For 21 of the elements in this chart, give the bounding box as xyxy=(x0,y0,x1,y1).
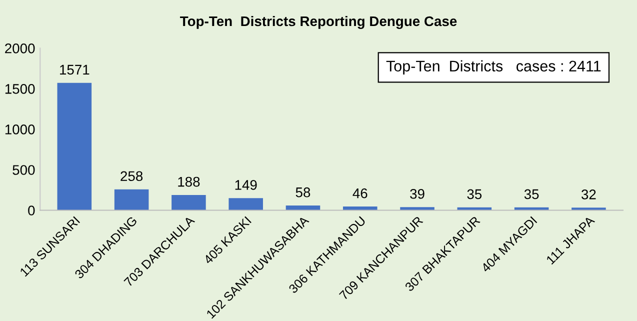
bar xyxy=(228,198,263,210)
data-label: 1571 xyxy=(60,64,90,75)
bar xyxy=(114,189,149,210)
y-tick-label: 500 xyxy=(12,165,35,175)
y-tick-label: 2000 xyxy=(5,43,35,54)
data-label: 258 xyxy=(120,171,143,182)
y-tick-label: 1000 xyxy=(5,124,35,134)
y-tick-label: 1500 xyxy=(5,84,35,94)
data-label: 46 xyxy=(352,188,368,198)
chart-title: Top-Ten Districts Reporting Dengue Case xyxy=(180,16,457,29)
bar xyxy=(172,195,206,210)
bar xyxy=(57,82,92,210)
data-label: 39 xyxy=(410,188,424,199)
annotation: Top-Ten Districts cases : 2411 xyxy=(386,60,601,75)
data-label: 32 xyxy=(582,190,596,200)
data-label: 149 xyxy=(235,180,257,190)
data-label: 35 xyxy=(467,189,482,200)
data-label: 58 xyxy=(296,187,310,198)
data-label: 35 xyxy=(524,189,539,200)
y-tick-label: 0 xyxy=(28,206,35,216)
data-label: 188 xyxy=(178,176,200,187)
